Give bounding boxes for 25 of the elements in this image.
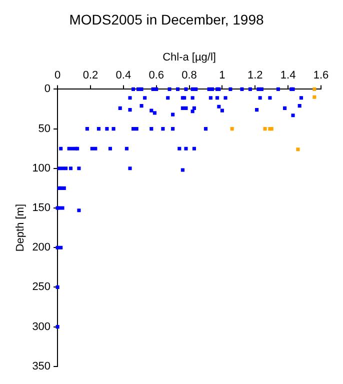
x-tick-label: 0.6 <box>148 70 164 82</box>
y-tick-label: 300 <box>32 320 51 333</box>
x-tick-label: 0 <box>54 70 61 82</box>
point <box>296 148 300 152</box>
x-tick-label: 0.2 <box>82 70 98 82</box>
point <box>230 127 234 131</box>
x-tick-label: 1.2 <box>247 70 263 82</box>
x-tick-label: 1.6 <box>313 70 329 82</box>
y-tick-label: 250 <box>32 281 51 294</box>
y-tick-label: 100 <box>32 162 51 174</box>
point <box>263 127 267 131</box>
x-axis-title: Chl-a [µg/l] <box>162 51 216 64</box>
y-tick-label: 150 <box>32 202 51 214</box>
point <box>312 95 316 99</box>
chart-title: MODS2005 in December, 1998 <box>69 11 264 28</box>
y-axis-title: Depth [m] <box>14 204 27 252</box>
x-tick-label: 1.4 <box>280 70 296 82</box>
x-tick-label: 1 <box>219 70 226 82</box>
y-tick-label: 350 <box>32 360 51 372</box>
x-tick-label: 0.4 <box>116 70 132 82</box>
y-tick-label: 50 <box>38 122 51 135</box>
x-tick-label: 0.8 <box>182 70 197 82</box>
point <box>312 87 316 91</box>
y-tick-label: 200 <box>32 242 51 254</box>
y-tick-label: 0 <box>44 83 51 96</box>
